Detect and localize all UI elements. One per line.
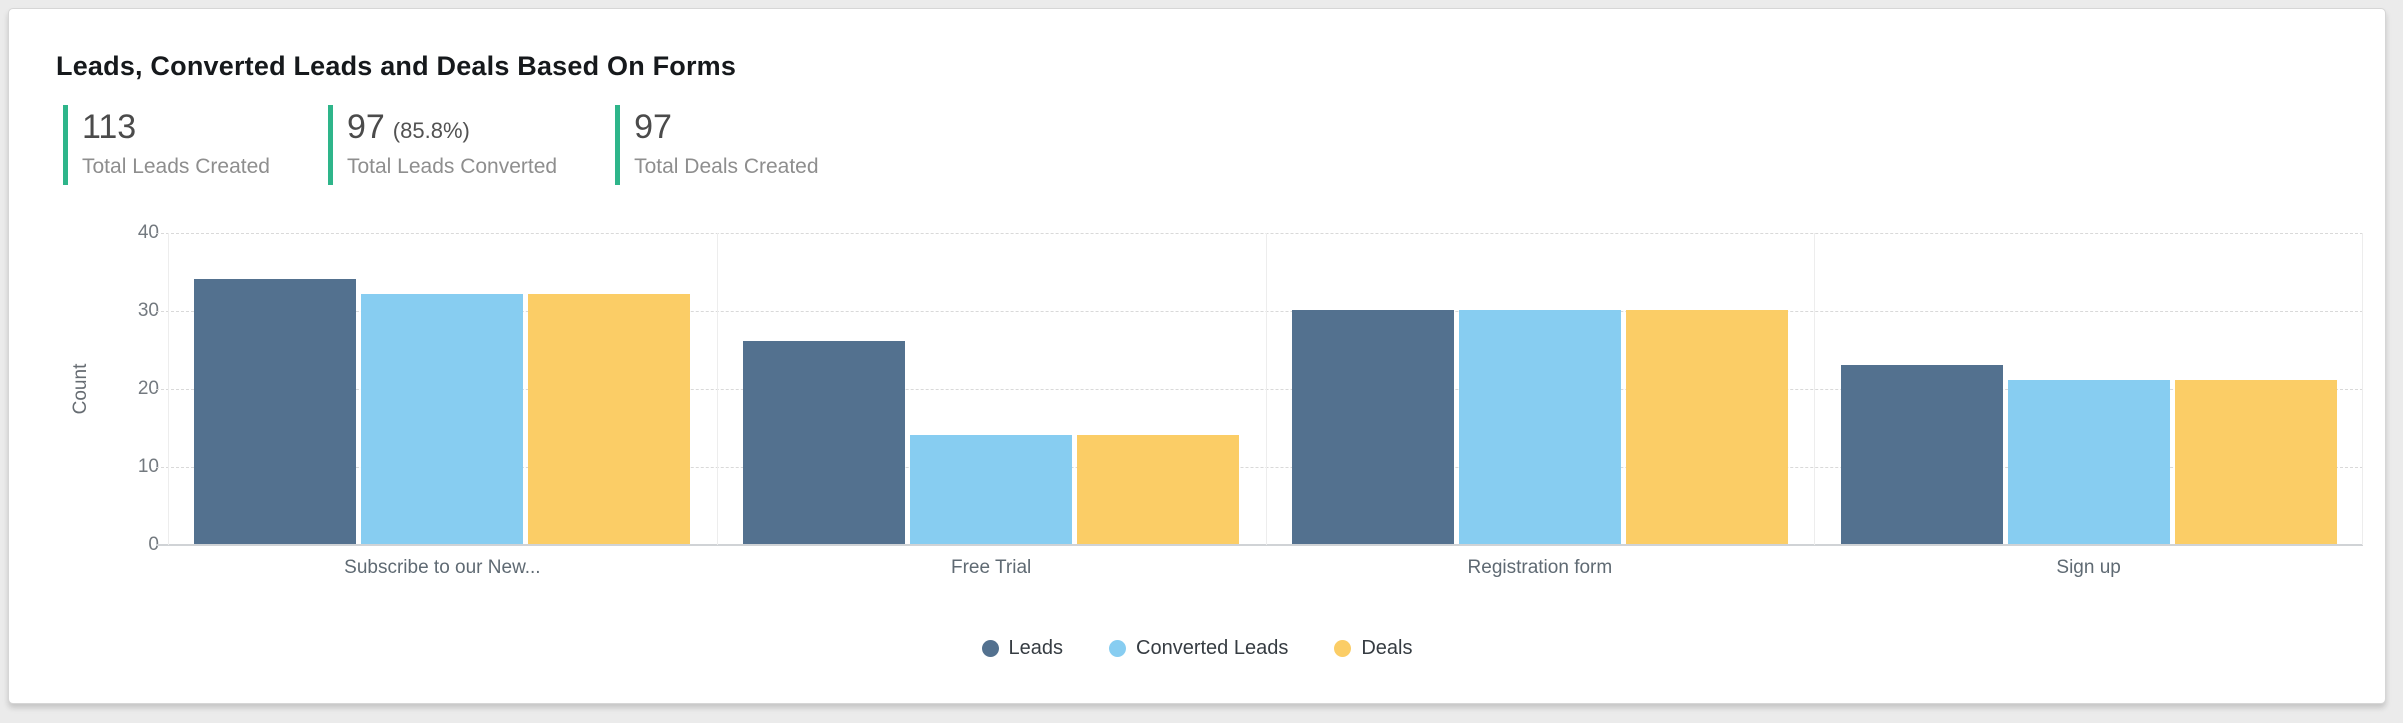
bar-leads-subscribe-to-our-new[interactable] [194, 278, 357, 544]
legend-item-deals[interactable]: Deals [1334, 637, 1412, 660]
gridline-30 [156, 311, 2363, 312]
legend-item-leads[interactable]: Leads [981, 637, 1064, 660]
category-separator [1265, 233, 1267, 545]
bar-leads-sign-up[interactable] [1840, 364, 2003, 544]
legend-dot-deals [1334, 640, 1352, 657]
kpi-label: Total Leads Converted [346, 155, 558, 178]
y-axis-tick-label: 0 [148, 534, 159, 555]
kpi-percent: (85.8%) [392, 118, 470, 143]
x-axis-line [156, 544, 2363, 546]
x-axis-category-label: Subscribe to our New... [344, 557, 541, 578]
gridline-10 [156, 467, 2363, 468]
x-axis-category-label: Registration form [1467, 557, 1613, 578]
kpi-label: Total Leads Created [82, 155, 270, 178]
legend-dot-converted-leads [1109, 640, 1127, 657]
category-separator [2362, 233, 2363, 545]
bar-converted-leads-registration-form[interactable] [1458, 310, 1621, 544]
kpi-total-leads-created: 113 Total Leads Created [63, 105, 270, 185]
legend-item-converted-leads[interactable]: Converted Leads [1109, 637, 1288, 660]
bar-leads-registration-form[interactable] [1291, 310, 1454, 544]
plot-area [156, 233, 2363, 546]
widget-title: Leads, Converted Leads and Deals Based O… [56, 51, 737, 81]
kpi-value: 97 [346, 108, 385, 146]
y-axis: 0 10 20 30 40 [9, 222, 159, 555]
legend-label: Converted Leads [1136, 637, 1289, 659]
bar-leads-free-trial[interactable] [743, 341, 906, 544]
gridline-20 [156, 389, 2363, 390]
chart-widget-card: Leads, Converted Leads and Deals Based O… [8, 8, 2386, 704]
gridline-40 [156, 233, 2363, 234]
bar-converted-leads-subscribe-to-our-new[interactable] [361, 294, 524, 544]
bar-deals-registration-form[interactable] [1625, 310, 1788, 544]
kpi-value: 113 [82, 108, 137, 146]
bar-deals-sign-up[interactable] [2174, 380, 2337, 544]
x-axis-category-label: Sign up [2056, 557, 2121, 578]
y-axis-tick-label: 10 [137, 456, 159, 477]
bar-deals-free-trial[interactable] [1077, 434, 1240, 544]
category-separator [1814, 233, 1816, 545]
legend-label: Deals [1361, 637, 1413, 659]
y-axis-tick-label: 30 [137, 300, 159, 321]
x-axis-category-label: Free Trial [951, 557, 1032, 578]
x-axis: Subscribe to our New... Free Trial Registr… [168, 557, 2363, 583]
kpi-label: Total Deals Created [634, 155, 819, 178]
bar-deals-subscribe-to-our-new[interactable] [528, 294, 691, 544]
legend-dot-leads [981, 640, 999, 657]
bar-converted-leads-free-trial[interactable] [910, 434, 1073, 544]
legend-label: Leads [1008, 637, 1064, 659]
kpi-total-leads-converted: 97 (85.8%) Total Leads Converted [327, 105, 558, 185]
kpi-value: 97 [634, 108, 672, 146]
y-axis-tick-label: 40 [137, 222, 159, 243]
category-separator [716, 233, 718, 545]
bar-converted-leads-sign-up[interactable] [2007, 380, 2170, 544]
kpi-row: 113 Total Leads Created 97 (85.8%) Total… [63, 105, 877, 185]
y-axis-tick-label: 20 [137, 378, 159, 399]
y-axis-line [168, 233, 169, 545]
kpi-total-deals-created: 97 Total Deals Created [615, 105, 819, 185]
chart-legend: Leads Converted Leads Deals [9, 637, 2385, 660]
